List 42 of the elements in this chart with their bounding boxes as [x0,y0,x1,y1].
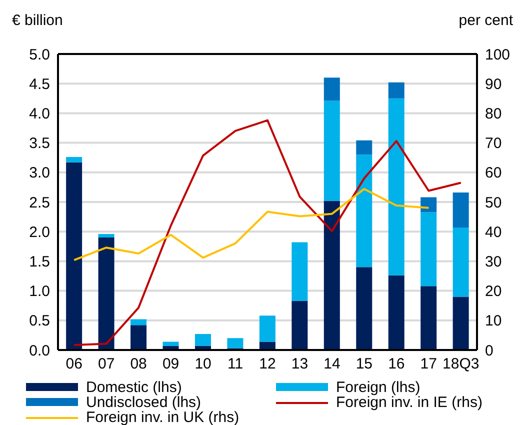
x-tick-label: 11 [227,356,244,373]
y-axis-title: € billion [12,12,63,29]
y-tick-label: 3.5 [29,135,50,152]
y2-tick-label: 20 [485,283,502,300]
y-tick-label: 4.5 [29,76,50,93]
x-tick-label: 18Q3 [442,356,480,373]
y-tick-label: 1.0 [29,283,50,300]
x-tick-label: 09 [162,356,180,373]
legend-label: Domestic (lhs) [86,379,182,396]
x-tick-label: 07 [98,356,115,373]
legend-label: Foreign inv. in UK (rhs) [86,409,240,425]
y-tick-label: 0.0 [29,342,50,360]
y2-tick-label: 40 [485,224,502,241]
x-tick-label: 13 [291,356,308,373]
y2-tick-label: 100 [485,46,510,64]
y2-tick-label: 70 [485,135,502,152]
y-tick-label: 2.5 [29,194,50,212]
y-tick-label: 2.0 [29,224,50,241]
x-tick-label: 08 [130,356,147,373]
y2-tick-label: 30 [485,254,502,271]
x-tick-label: 10 [194,356,212,373]
legend-label: Undisclosed (lhs) [86,394,202,411]
x-tick-label: 17 [420,356,437,373]
legend-label: Foreign (lhs) [336,379,420,396]
y-tick-label: 3.0 [29,164,50,182]
y2-tick-label: 50 [485,194,502,212]
y-tick-label: 5.0 [29,46,50,64]
y-tick-label: 0.5 [29,312,50,330]
y2-tick-label: 90 [485,76,502,93]
x-tick-label: 15 [356,356,373,373]
y2-tick-label: 80 [485,106,502,123]
x-tick-label: 14 [324,356,340,373]
x-tick-label: 16 [388,356,405,373]
y-tick-label: 4.0 [29,106,50,123]
y2-tick-label: 0 [485,342,494,360]
legend-label: Foreign inv. in IE (rhs) [336,394,482,411]
y-tick-label: 1.5 [29,254,50,271]
y2-axis-title: per cent [458,12,513,29]
y2-tick-label: 60 [485,164,502,182]
x-tick-label: 06 [66,356,82,373]
y2-tick-label: 10 [485,312,502,330]
x-tick-label: 12 [259,356,276,373]
